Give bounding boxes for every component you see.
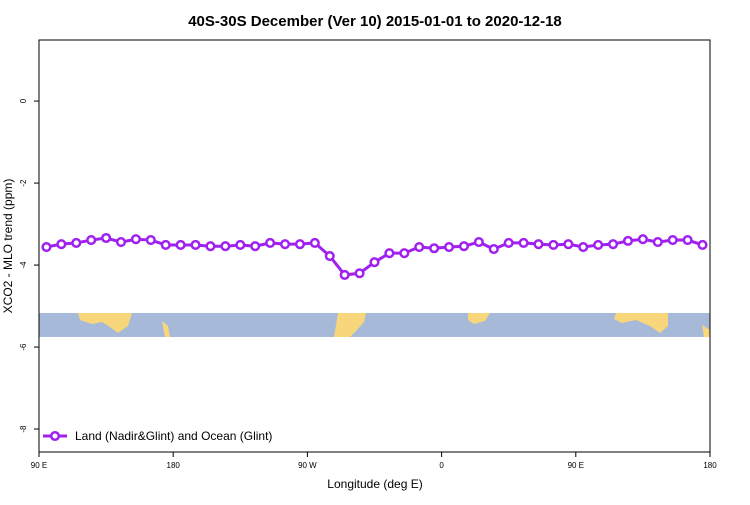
data-point [86,235,97,246]
data-point [354,268,365,279]
x-tick-label: 90 W [298,461,317,470]
map-strip [39,313,710,337]
data-point [71,237,82,248]
y-tick-label: 0 [19,98,28,103]
y-tick-label: -8 [19,425,28,433]
plot-frame [38,39,711,453]
data-point [429,243,440,254]
data-point [294,239,305,250]
data-point [414,241,425,253]
y-tick-label: -2 [19,179,28,187]
x-axis-label: Longitude (deg E) [327,477,422,491]
data-point [503,237,514,248]
x-tick-label: 0 [439,461,444,470]
data-point [369,257,380,268]
data-point [101,232,112,244]
data-point [444,241,455,253]
data-point [548,239,559,251]
y-tick-label: -4 [19,261,28,269]
data-point [473,237,484,248]
data-point [652,237,663,248]
y-tick-label: -6 [19,343,28,351]
data-point [488,244,499,255]
data-point [608,239,619,250]
data-point [250,241,261,252]
y-axis-label: XCO2 - MLO trend (ppm) [1,179,15,314]
data-point [399,248,410,259]
data-point [115,237,127,248]
legend-marker [49,430,61,442]
data-point [309,237,320,248]
data-point [235,239,246,251]
data-point [190,239,201,251]
data-point [578,241,589,253]
data-point [533,239,544,250]
legend-label: Land (Nadir&Glint) and Ocean (Glint) [75,429,272,443]
data-point [682,235,693,246]
data-point [563,239,574,250]
data-point [56,239,67,250]
data-point [41,241,52,253]
chart-title: 40S-30S December (Ver 10) 2015-01-01 to … [188,13,562,30]
data-point [324,250,335,262]
data-point [279,239,291,250]
data-point [160,239,171,251]
data-point [593,239,604,251]
x-tick-label: 180 [167,461,181,470]
data-point [130,234,141,245]
x-tick-label: 90 E [31,461,47,470]
data-point [622,235,634,246]
data-point [145,235,156,246]
x-tick-label: 180 [703,461,717,470]
data-point [637,234,648,245]
data-point [458,241,470,252]
x-tick-label: 90 E [568,461,584,470]
data-line [46,236,704,277]
data-point [205,241,216,252]
data-point [220,241,231,252]
data-point [265,237,276,248]
data-point [667,235,678,246]
data-point [384,248,395,259]
data-point [175,239,186,251]
data-point [339,269,350,280]
data-point [518,237,529,248]
data-point [697,239,708,251]
